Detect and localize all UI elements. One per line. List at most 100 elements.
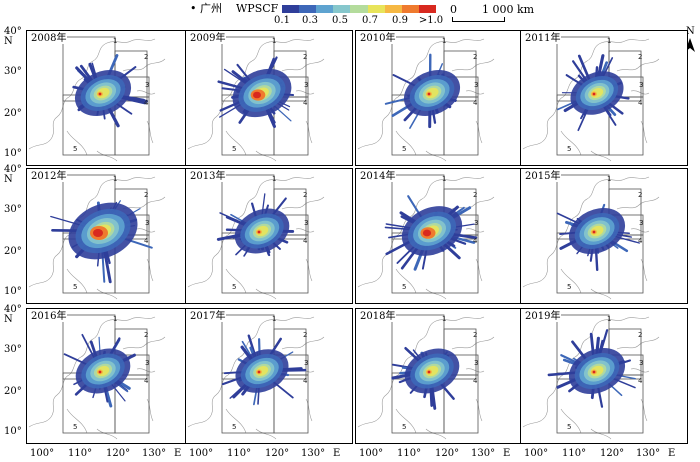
map-legend-header: • 广州 WPSCF 0.1 0.3 0.5 0.7 0.9 >1.0 0 1 …: [0, 0, 700, 30]
panel-year-label: 2016年: [30, 311, 68, 322]
colorbar-swatch: [282, 5, 300, 13]
region-number-label: 5: [567, 145, 571, 153]
wpscf-plume: [221, 334, 307, 406]
region-number-label: 2: [303, 331, 307, 339]
region-number-label: 3: [474, 81, 478, 89]
region-number-label: 4: [638, 99, 643, 107]
region-number-label: 3: [639, 359, 643, 367]
region-number-label: 1: [442, 175, 446, 183]
latitude-label: 30°: [4, 204, 22, 215]
region-number-label: 3: [474, 219, 478, 227]
region-number-label: 3: [145, 81, 149, 89]
region-number-label: 5: [402, 145, 406, 153]
longitude-label: 110°: [227, 448, 252, 459]
longitude-label: 110°: [397, 448, 422, 459]
region-number-label: 5: [232, 423, 236, 431]
latitude-label: 10°: [4, 286, 22, 297]
map-panel: 1 2 3 4 5 2008年: [26, 30, 194, 166]
region-number-label: 1: [113, 175, 117, 183]
panel-year-label: 2013年: [189, 171, 227, 182]
map-panel: 1 2 3 4 5 2016年: [26, 308, 194, 444]
region-number-label: 2: [473, 53, 477, 61]
latitude-label: 20°: [4, 108, 22, 119]
latitude-label: 40°: [4, 304, 22, 315]
region-number-label: 5: [232, 145, 236, 153]
scalebar-end-label: 1 000 km: [482, 3, 535, 16]
colorbar-swatch: [316, 5, 334, 13]
longitude-label: 120°: [600, 448, 625, 459]
wpscf-plume: [391, 346, 460, 410]
colorbar-swatch: [401, 5, 419, 13]
region-number-label: 4: [303, 377, 308, 385]
map-panel: 1 2 3 4 5 2019年: [520, 308, 688, 444]
colorbar-tick: 0.9: [392, 15, 408, 26]
wpscf-plume: [556, 203, 641, 272]
region-number-label: 5: [402, 423, 406, 431]
panel-year-label: 2010年: [359, 33, 397, 44]
longitude-label: 130°: [301, 448, 326, 459]
longitude-label: 120°: [435, 448, 460, 459]
colorbar-tick: 0.5: [332, 15, 348, 26]
wpscf-plume: [384, 53, 461, 129]
map-panel: 1 2 3 4 5 2018年: [355, 308, 523, 444]
region-number-label: 3: [145, 219, 149, 227]
region-number-label: 4: [144, 237, 149, 245]
longitude-label: 130°: [636, 448, 661, 459]
colorbar-swatch: [367, 5, 385, 13]
region-number-label: 5: [73, 423, 77, 431]
region-number-label: 4: [144, 99, 149, 107]
region-number-label: 2: [473, 331, 477, 339]
longitude-unit-label: E: [503, 448, 511, 459]
region-number-label: 1: [442, 315, 446, 323]
panel-year-label: 2009年: [189, 33, 227, 44]
region-number-label: 1: [272, 175, 276, 183]
region-number-label: 3: [474, 359, 478, 367]
panel-year-label: 2011年: [524, 33, 562, 44]
region-number-label: 2: [144, 191, 148, 199]
map-panel: 1 2 3 4 5 2012年: [26, 168, 194, 304]
region-number-label: 2: [638, 191, 642, 199]
colorbar-tick: 0.7: [362, 15, 378, 26]
longitude-label: 100°: [359, 448, 384, 459]
region-number-label: 1: [113, 37, 117, 45]
panel-year-label: 2015年: [524, 171, 562, 182]
latitude-label: 40°: [4, 164, 22, 175]
region-number-label: 4: [473, 99, 478, 107]
region-number-label: 1: [272, 315, 276, 323]
wpscf-plume: [384, 195, 478, 271]
region-number-label: 2: [303, 53, 307, 61]
region-number-label: 1: [607, 175, 611, 183]
colorbar-tick: >1.0: [418, 15, 444, 26]
guangzhou-legend-label: 广州: [200, 2, 222, 15]
longitude-unit-label: E: [174, 448, 182, 459]
map-panel: 1 2 3 4 5 2010年: [355, 30, 523, 166]
region-number-label: 4: [638, 377, 643, 385]
scalebar: [452, 17, 505, 22]
colorbar-swatch: [418, 5, 436, 13]
region-number-label: 2: [638, 331, 642, 339]
wpscf-plume: [63, 333, 136, 408]
wpscf-plume: [557, 54, 630, 132]
region-number-label: 4: [144, 377, 149, 385]
region-number-label: 4: [473, 377, 478, 385]
region-number-label: 1: [607, 315, 611, 323]
longitude-label: 100°: [189, 448, 214, 459]
guangzhou-marker-icon: •: [190, 2, 197, 15]
colorbar-swatch: [384, 5, 402, 13]
longitude-label: 120°: [265, 448, 290, 459]
longitude-label: 110°: [562, 448, 587, 459]
longitude-label: 100°: [30, 448, 55, 459]
latitude-label: 20°: [4, 386, 22, 397]
region-number-label: 1: [113, 315, 117, 323]
region-number-label: 4: [303, 237, 308, 245]
region-number-label: 2: [144, 53, 148, 61]
region-number-label: 1: [607, 37, 611, 45]
region-number-label: 3: [304, 219, 308, 227]
map-panel: 1 2 3 4 5 2009年: [185, 30, 353, 166]
colorbar-swatch: [333, 5, 351, 13]
map-panel: 1 2 3 4 5 2013年: [185, 168, 353, 304]
region-number-label: 3: [304, 359, 308, 367]
latitude-label: 30°: [4, 344, 22, 355]
wpscf-plume: [217, 56, 295, 128]
